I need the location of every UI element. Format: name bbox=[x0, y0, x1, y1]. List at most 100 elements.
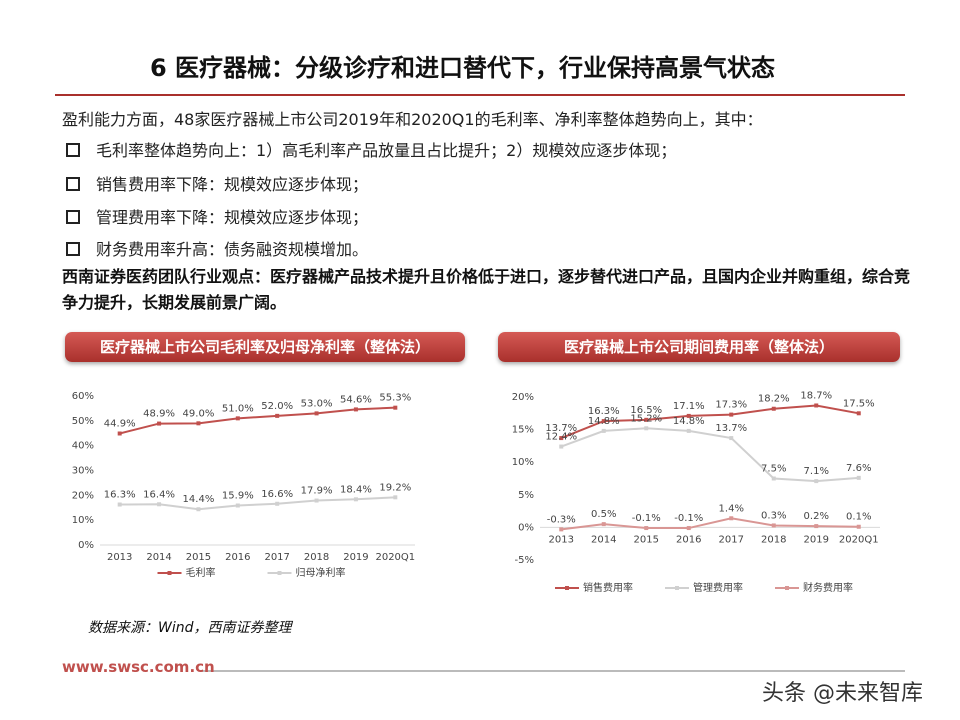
data-label: 7.1% bbox=[804, 466, 829, 477]
point bbox=[117, 502, 122, 507]
series-line bbox=[560, 404, 859, 440]
chart-title: 医疗器械上市公司毛利率及归母净利率（整体法） bbox=[65, 332, 465, 362]
data-label: 15.2% bbox=[630, 413, 662, 424]
y-tick-label: 40% bbox=[72, 441, 94, 452]
data-label: 16.5% bbox=[630, 405, 662, 416]
conclusion: 西南证券医药团队行业观点：医疗器械产品技术提升且价格低于进口，逐步替代进口产品，… bbox=[62, 267, 911, 312]
series-line bbox=[560, 427, 859, 483]
y-tick-label: 20% bbox=[512, 392, 534, 403]
point bbox=[686, 413, 691, 418]
point bbox=[644, 417, 649, 422]
bullet: 销售费用率下降：规模效应逐步体现； bbox=[66, 171, 368, 195]
point bbox=[235, 503, 240, 508]
point bbox=[275, 501, 280, 506]
x-tick-label: 2015 bbox=[186, 552, 211, 563]
y-tick-label: 50% bbox=[72, 416, 94, 427]
y-tick-label: 10% bbox=[512, 457, 534, 468]
point bbox=[814, 403, 819, 408]
data-label: 13.7% bbox=[545, 423, 577, 434]
point bbox=[117, 431, 122, 436]
point bbox=[729, 516, 734, 521]
x-tick-label: 2014 bbox=[591, 534, 616, 545]
data-label: 44.9% bbox=[104, 418, 136, 429]
data-label: 54.6% bbox=[340, 394, 372, 405]
series-line bbox=[119, 406, 396, 435]
bullet: 毛利率整体趋势向上：1）高毛利率产品放量且占比提升；2）规模效应逐步体现； bbox=[66, 137, 676, 161]
y-tick-label: 10% bbox=[72, 515, 94, 526]
x-tick-label: 2016 bbox=[676, 534, 701, 545]
y-tick-label: 30% bbox=[72, 466, 94, 477]
bullet: 管理费用率下降：规模效应逐步体现； bbox=[66, 204, 368, 228]
data-label: 18.7% bbox=[800, 390, 832, 401]
chart-title: 医疗器械上市公司期间费用率（整体法） bbox=[498, 332, 900, 362]
x-tick-label: 2014 bbox=[146, 552, 171, 563]
point bbox=[559, 444, 564, 449]
series-line bbox=[561, 517, 859, 531]
point bbox=[196, 421, 201, 426]
point bbox=[275, 413, 280, 418]
legend-marker bbox=[565, 586, 569, 590]
point bbox=[771, 476, 776, 481]
point bbox=[856, 475, 861, 480]
point bbox=[314, 498, 319, 503]
point bbox=[729, 412, 734, 417]
x-tick-label: 2013 bbox=[549, 534, 574, 545]
data-label: 52.0% bbox=[261, 401, 293, 412]
point bbox=[393, 495, 398, 500]
point bbox=[856, 524, 861, 529]
y-tick-label: 5% bbox=[518, 490, 534, 501]
y-tick-label: 0% bbox=[78, 540, 94, 551]
data-label: -0.1% bbox=[674, 513, 703, 524]
point bbox=[601, 428, 606, 433]
y-tick-label: -5% bbox=[515, 555, 534, 566]
legend-marker bbox=[167, 571, 172, 575]
y-tick-label: 15% bbox=[512, 425, 534, 436]
data-label: 0.3% bbox=[761, 510, 786, 521]
point bbox=[157, 502, 162, 507]
x-tick-label: 2013 bbox=[107, 552, 132, 563]
data-label: 18.2% bbox=[758, 394, 790, 405]
data-label: 49.0% bbox=[183, 408, 215, 419]
point bbox=[235, 416, 240, 421]
data-label: 48.9% bbox=[143, 409, 175, 420]
data-label: 17.1% bbox=[673, 401, 705, 412]
data-label: 17.5% bbox=[843, 398, 875, 409]
point bbox=[314, 411, 319, 416]
point bbox=[157, 421, 162, 426]
point bbox=[353, 497, 358, 502]
data-label: 14.4% bbox=[183, 494, 215, 505]
point bbox=[814, 524, 819, 529]
point bbox=[196, 507, 201, 512]
bullet: 财务费用率升高：债务融资规模增加。 bbox=[66, 236, 368, 260]
legend-label: 毛利率 bbox=[186, 566, 216, 579]
data-label: 7.6% bbox=[846, 463, 871, 474]
legend-label: 财务费用率 bbox=[803, 581, 853, 594]
x-tick-label: 2018 bbox=[761, 534, 786, 545]
data-label: 16.4% bbox=[143, 489, 175, 500]
data-label: 18.4% bbox=[340, 484, 372, 495]
point bbox=[686, 428, 691, 433]
point bbox=[601, 419, 606, 424]
data-label: 0.5% bbox=[591, 509, 616, 520]
point bbox=[686, 526, 691, 531]
data-label: 17.9% bbox=[301, 486, 333, 497]
point bbox=[771, 523, 776, 528]
footer-url: www.swsc.com.cn bbox=[62, 658, 215, 676]
watermark: 头条 @未来智库 bbox=[762, 681, 923, 706]
slide-title: 6 医疗器械：分级诊疗和进口替代下，行业保持高景气状态 bbox=[150, 54, 776, 82]
data-label: -0.3% bbox=[547, 514, 576, 525]
point bbox=[559, 436, 564, 441]
intro: 盈利能力方面，48家医疗器械上市公司2019年和2020Q1的毛利率、净利率整体… bbox=[62, 110, 763, 129]
legend-label: 归母净利率 bbox=[296, 566, 346, 579]
data-label: -0.1% bbox=[632, 513, 661, 524]
data-label: 14.8% bbox=[588, 416, 620, 427]
legend-label: 管理费用率 bbox=[693, 581, 743, 594]
data-label: 7.5% bbox=[761, 464, 786, 475]
data-label: 19.2% bbox=[379, 482, 411, 493]
y-tick-label: 60% bbox=[72, 391, 94, 402]
data-label: 16.3% bbox=[588, 406, 620, 417]
data-label: 51.0% bbox=[222, 403, 254, 414]
data-label: 55.3% bbox=[379, 393, 411, 404]
